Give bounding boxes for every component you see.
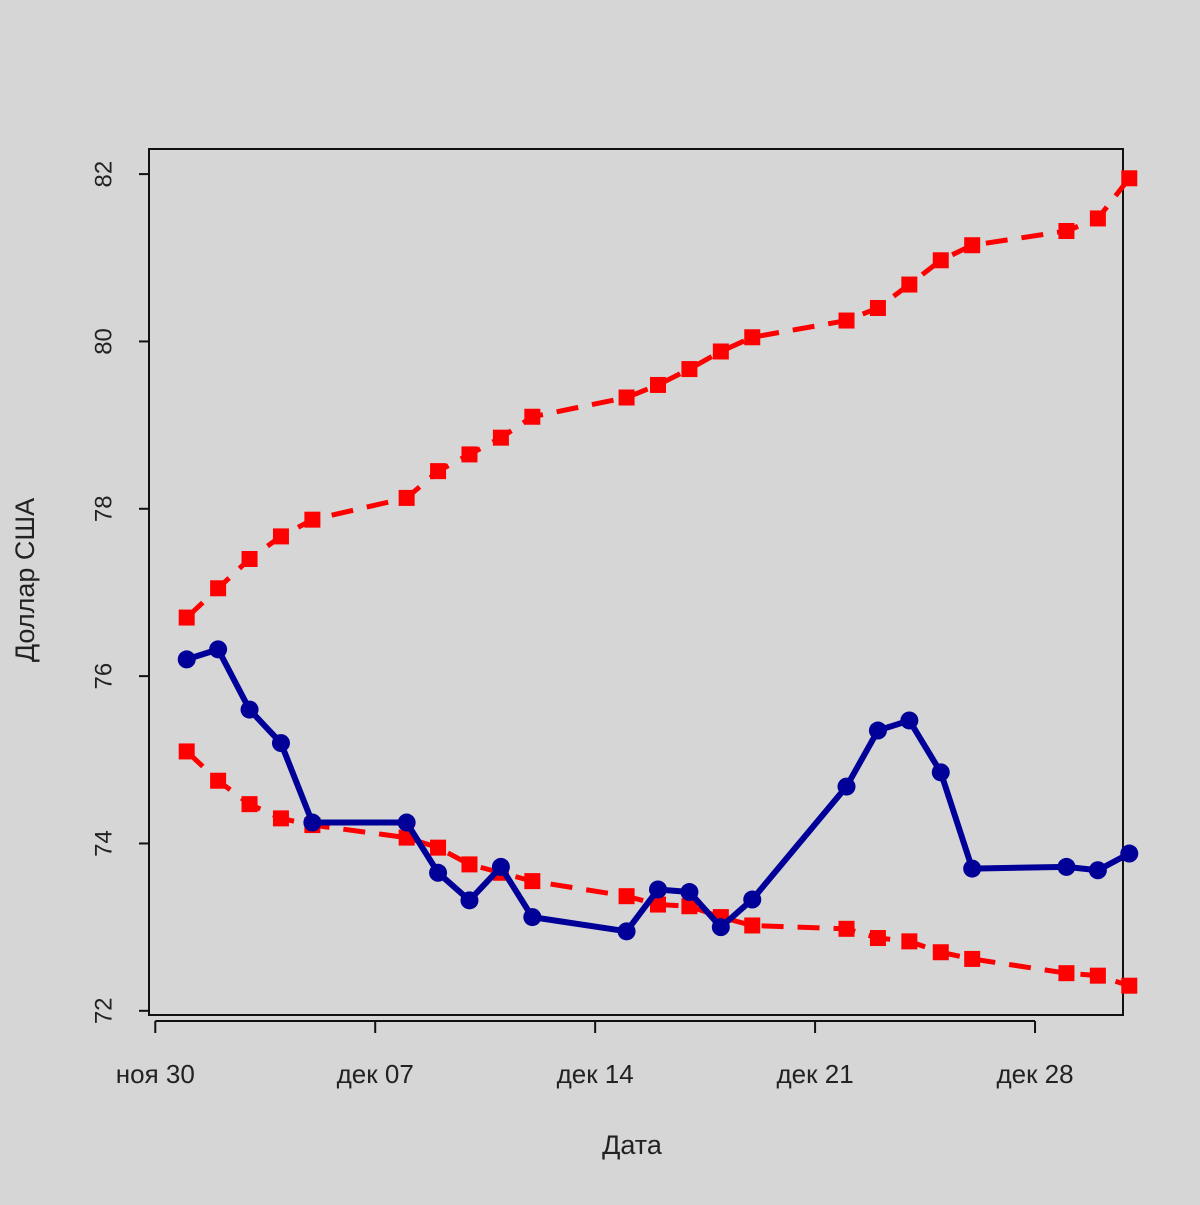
data-point-upper-bound-18: [932, 252, 949, 269]
data-point-usd-rate-6: [429, 863, 448, 882]
data-point-usd-rate-4: [303, 813, 322, 832]
y-tick-label-76: 76: [90, 663, 117, 690]
data-point-usd-rate-1: [209, 640, 228, 659]
data-point-lower-bound-15: [838, 920, 855, 937]
data-point-upper-bound-15: [838, 312, 855, 329]
data-point-upper-bound-5: [398, 489, 415, 506]
data-point-lower-bound-20: [1058, 965, 1075, 982]
data-point-usd-rate-7: [460, 891, 479, 910]
data-point-upper-bound-21: [1089, 210, 1106, 227]
data-point-lower-bound-16: [869, 930, 886, 947]
data-point-upper-bound-0: [178, 609, 195, 626]
data-point-usd-rate-3: [271, 734, 290, 753]
x-tick-label-3: дек 21: [777, 1059, 854, 1089]
x-tick-label-4: дек 28: [996, 1059, 1073, 1089]
data-point-usd-rate-0: [177, 650, 196, 669]
data-point-lower-bound-6: [430, 839, 447, 856]
y-tick-label-80: 80: [90, 328, 117, 355]
data-point-lower-bound-10: [618, 888, 635, 905]
data-point-usd-rate-13: [711, 918, 730, 937]
x-axis: ноя 30 дек 07 дек 14 дек 21 дек 28: [116, 1020, 1074, 1089]
data-point-upper-bound-14: [744, 329, 761, 346]
data-point-lower-bound-0: [178, 743, 195, 760]
x-tick-label-1: дек 07: [337, 1059, 414, 1089]
data-point-usd-rate-22: [1120, 844, 1139, 863]
data-point-usd-rate-16: [868, 721, 887, 740]
y-tick-label-82: 82: [90, 161, 117, 188]
data-point-lower-bound-17: [901, 933, 918, 950]
data-point-lower-bound-9: [524, 873, 541, 890]
x-tick-label-0: ноя 30: [116, 1059, 195, 1089]
data-point-usd-rate-11: [648, 880, 667, 899]
data-point-lower-bound-2: [241, 796, 258, 813]
series-usd-rate: [177, 640, 1139, 941]
data-point-upper-bound-13: [712, 343, 729, 360]
y-axis-label: Доллар США: [10, 498, 40, 662]
data-point-upper-bound-7: [461, 446, 478, 463]
data-point-lower-bound-18: [932, 944, 949, 961]
data-point-lower-bound-21: [1089, 967, 1106, 984]
data-point-usd-rate-12: [680, 883, 699, 902]
data-point-lower-bound-12: [681, 898, 698, 915]
data-point-upper-bound-10: [618, 389, 635, 406]
data-point-lower-bound-19: [964, 950, 981, 967]
data-point-usd-rate-10: [617, 922, 636, 941]
data-point-lower-bound-1: [210, 772, 227, 789]
series-line-upper-bound: [184, 176, 1132, 620]
data-point-upper-bound-12: [681, 361, 698, 378]
x-tick-label-2: дек 14: [557, 1059, 634, 1089]
data-point-usd-rate-20: [1057, 857, 1076, 876]
data-point-lower-bound-11: [649, 896, 666, 913]
data-point-upper-bound-9: [524, 408, 541, 425]
x-axis-label: Дата: [602, 1130, 663, 1160]
data-point-upper-bound-1: [210, 580, 227, 597]
data-point-upper-bound-8: [492, 429, 509, 446]
data-point-usd-rate-21: [1088, 861, 1107, 880]
data-point-usd-rate-5: [397, 813, 416, 832]
data-point-upper-bound-16: [869, 299, 886, 316]
data-point-upper-bound-3: [272, 528, 289, 545]
data-point-usd-rate-8: [491, 857, 510, 876]
data-point-upper-bound-17: [901, 276, 918, 293]
y-tick-label-72: 72: [90, 997, 117, 1024]
data-point-usd-rate-18: [931, 763, 950, 782]
data-point-upper-bound-20: [1058, 222, 1075, 239]
data-point-usd-rate-17: [900, 711, 919, 730]
data-point-upper-bound-2: [241, 550, 258, 567]
series-upper-bound: [178, 170, 1138, 626]
data-point-lower-bound-14: [744, 917, 761, 934]
y-tick-label-78: 78: [90, 495, 117, 522]
data-point-upper-bound-19: [964, 237, 981, 254]
data-point-lower-bound-3: [272, 810, 289, 827]
data-point-lower-bound-7: [461, 856, 478, 873]
data-point-lower-bound-22: [1121, 977, 1138, 994]
data-point-upper-bound-11: [649, 376, 666, 393]
data-point-usd-rate-15: [837, 777, 856, 796]
data-point-upper-bound-4: [304, 511, 321, 528]
data-point-usd-rate-9: [523, 908, 542, 927]
data-point-usd-rate-2: [240, 700, 259, 719]
data-point-upper-bound-22: [1121, 170, 1138, 187]
data-point-usd-rate-14: [743, 890, 762, 909]
data-point-usd-rate-19: [963, 859, 982, 878]
y-tick-label-74: 74: [90, 830, 117, 857]
series-layer: [177, 170, 1139, 994]
plot-frame: [148, 148, 1124, 1016]
y-axis: 72 74 76 78 80 82: [90, 161, 149, 1024]
series-lower-bound: [178, 743, 1138, 994]
data-point-upper-bound-6: [430, 463, 447, 480]
